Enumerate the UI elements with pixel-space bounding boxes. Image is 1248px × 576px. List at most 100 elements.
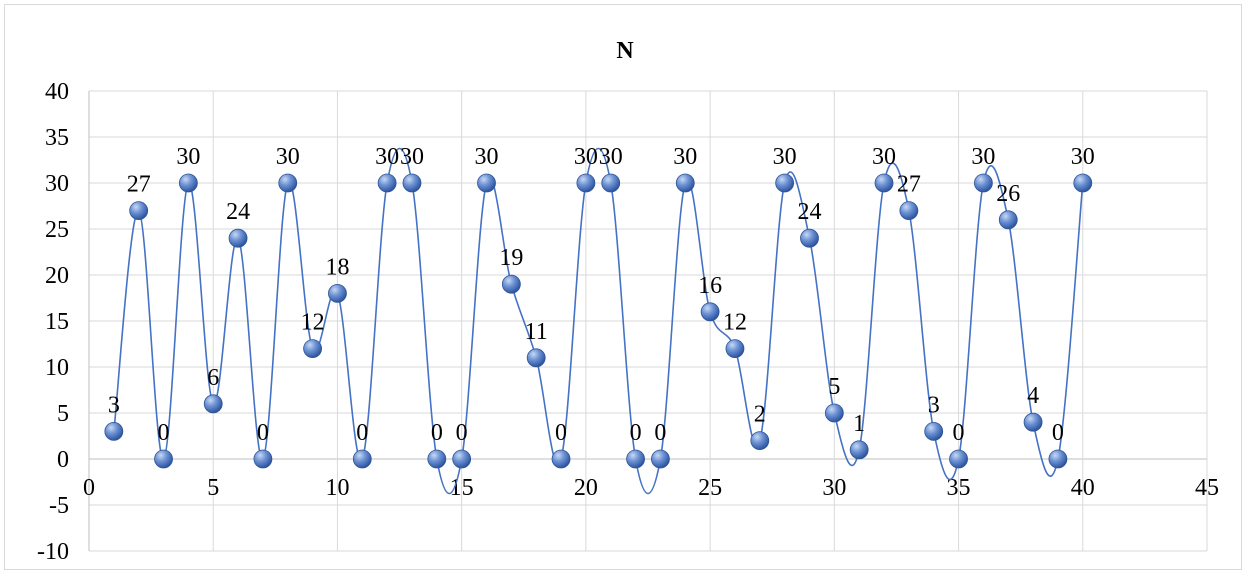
data-point — [352, 449, 372, 469]
data-point — [377, 173, 397, 193]
chart-title: N — [616, 38, 634, 64]
data-label: 30 — [773, 144, 797, 170]
data-point — [750, 431, 770, 451]
data-point — [651, 449, 670, 469]
data-label: 1 — [853, 411, 865, 437]
y-tick-label: 0 — [57, 447, 69, 473]
grid-layer — [88, 90, 1208, 552]
data-label: 4 — [1027, 383, 1039, 409]
data-point — [800, 228, 819, 248]
data-point — [526, 348, 546, 368]
data-point — [626, 449, 645, 469]
data-point — [477, 173, 496, 193]
data-point — [1073, 173, 1093, 193]
data-point — [1023, 412, 1043, 432]
data-point — [303, 339, 323, 359]
data-label: 0 — [431, 420, 443, 446]
x-tick-label: 45 — [1195, 475, 1219, 501]
data-point — [998, 210, 1018, 230]
x-tick-labels: 0 5 10 15 20 25 30 35 40 45 — [83, 475, 1219, 501]
data-label: 16 — [698, 273, 722, 299]
data-label: 30 — [872, 144, 896, 170]
data-label: 30 — [475, 144, 499, 170]
data-point — [501, 274, 521, 294]
data-label: 27 — [127, 172, 151, 198]
x-tick-label: 40 — [1071, 475, 1095, 501]
data-label: 0 — [158, 420, 170, 446]
data-label: 0 — [356, 420, 368, 446]
data-point — [427, 449, 447, 469]
y-tick-label: 40 — [45, 79, 69, 105]
y-tick-label: -5 — [49, 493, 69, 519]
data-point — [129, 201, 149, 221]
data-point — [974, 173, 993, 193]
y-tick-label: 10 — [45, 355, 69, 381]
data-label: 0 — [630, 420, 642, 446]
data-point-layer — [104, 173, 1093, 469]
data-point — [924, 421, 944, 441]
data-point — [1048, 449, 1068, 469]
data-point — [576, 173, 596, 193]
data-point — [104, 421, 124, 441]
data-label: 0 — [456, 420, 468, 446]
data-label: 30 — [673, 144, 697, 170]
data-point — [178, 173, 198, 193]
data-label: 2 — [754, 402, 766, 428]
data-point — [402, 173, 422, 193]
data-label: 5 — [828, 374, 840, 400]
data-label: 6 — [207, 365, 219, 391]
data-point — [949, 449, 968, 469]
data-point — [601, 173, 621, 193]
data-point — [551, 449, 571, 469]
data-point — [328, 283, 347, 303]
data-point — [154, 449, 173, 469]
data-label: 30 — [375, 144, 399, 170]
x-tick-label: 5 — [207, 475, 219, 501]
data-label: 3 — [108, 392, 120, 418]
y-tick-label: 20 — [45, 263, 69, 289]
y-tick-label: 5 — [57, 401, 69, 427]
data-point — [849, 440, 869, 460]
data-label: 18 — [325, 254, 349, 280]
y-tick-label: 35 — [45, 125, 69, 151]
data-label: 30 — [574, 144, 598, 170]
data-point — [203, 394, 223, 414]
data-label: 30 — [599, 144, 623, 170]
data-point — [824, 403, 844, 423]
series-line-layer — [113, 147, 1084, 495]
data-label: 0 — [1052, 420, 1064, 446]
y-tick-label: 15 — [45, 309, 69, 335]
y-tick-label: 30 — [45, 171, 69, 197]
data-point — [253, 449, 273, 469]
data-point — [899, 201, 919, 221]
x-tick-label: 25 — [698, 475, 722, 501]
data-point — [700, 302, 720, 322]
data-label: 24 — [226, 199, 250, 225]
x-tick-label: 30 — [822, 475, 846, 501]
data-point — [675, 173, 695, 193]
y-tick-label: 25 — [45, 217, 69, 243]
data-label: 0 — [257, 420, 269, 446]
data-label: 11 — [525, 319, 548, 345]
data-label: 3 — [928, 392, 940, 418]
data-point — [452, 449, 472, 469]
x-tick-label: 20 — [574, 475, 598, 501]
data-label: 0 — [953, 420, 965, 446]
data-point — [278, 173, 298, 193]
x-tick-label: 15 — [450, 475, 474, 501]
data-label: 26 — [996, 181, 1020, 207]
series-line — [113, 147, 1084, 495]
data-point — [874, 173, 894, 193]
data-label: 30 — [1071, 144, 1095, 170]
data-label: 27 — [897, 172, 921, 198]
data-label: 12 — [301, 310, 325, 336]
data-label: 19 — [499, 245, 523, 271]
data-label: 24 — [797, 199, 821, 225]
data-label: 30 — [176, 144, 200, 170]
x-tick-label: 10 — [325, 475, 349, 501]
y-tick-label: -10 — [37, 539, 69, 565]
data-label: 12 — [723, 310, 747, 336]
data-label: 0 — [654, 420, 666, 446]
